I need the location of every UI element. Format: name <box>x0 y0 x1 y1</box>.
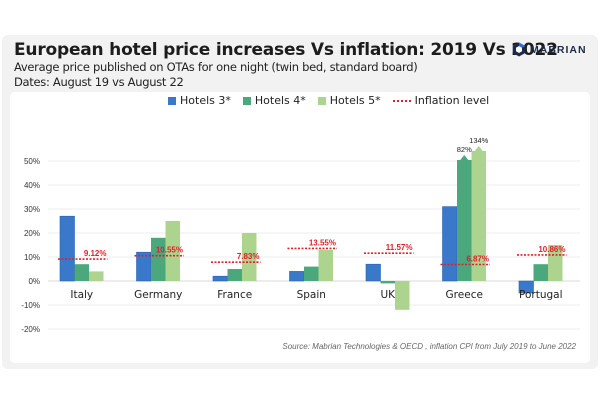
x-category-label: UK <box>380 289 396 301</box>
y-tick-label: 0% <box>28 277 40 286</box>
legend-item-hotels4: Hotels 4* <box>242 94 306 107</box>
annotation-label: 134% <box>469 136 489 145</box>
chart-panel <box>10 92 590 363</box>
bar-france-s4 <box>227 269 242 281</box>
x-category-label: France <box>217 289 252 301</box>
bar-germany-s3 <box>136 251 152 282</box>
bar-portugal-s4 <box>533 264 548 281</box>
x-category-label: Germany <box>134 289 182 301</box>
bar-germany-s4 <box>151 237 166 281</box>
legend-label-hotels3: Hotels 3* <box>180 94 231 107</box>
inflation-label: 6.87% <box>466 255 489 264</box>
legend-label-hotels5: Hotels 5* <box>329 94 381 107</box>
bar-italy-s3 <box>59 215 75 282</box>
bar-uk-s5 <box>395 281 410 310</box>
legend-item-hotels3: Hotels 3* <box>168 94 231 107</box>
bar-italy-s4 <box>74 264 89 281</box>
bar-germany-s5 <box>165 221 180 281</box>
y-tick-label: 10% <box>24 253 40 262</box>
bar-uk-s4 <box>380 281 395 284</box>
x-category-label: Italy <box>70 289 93 301</box>
inflation-label: 9.12% <box>84 249 107 258</box>
legend-swatch-hotels3 <box>168 96 176 105</box>
legend-item-hotels5: Hotels 5* <box>317 94 381 107</box>
y-tick-label: -20% <box>21 325 40 334</box>
annotation-label: 82% <box>457 145 472 154</box>
legend-swatch-hotels4 <box>242 96 251 105</box>
legend: Hotels 3* Hotels 4* Hotels 5* Inflation … <box>168 94 489 107</box>
inflation-label: 10.86% <box>538 245 565 254</box>
bar-france-s3 <box>212 275 228 282</box>
bar-greece-s4 <box>457 155 472 281</box>
hexagon-icon <box>512 42 526 57</box>
x-category-label: Portugal <box>519 289 563 301</box>
legend-swatch-hotels5 <box>317 96 326 105</box>
inflation-label: 10.55% <box>156 246 183 255</box>
mabrian-logo: MABRIAN <box>512 42 587 57</box>
bar-france-s5 <box>242 233 257 281</box>
bar-portugal-s3 <box>518 280 534 294</box>
logo-text: MABRIAN <box>530 43 587 56</box>
bar-uk-s3 <box>365 263 381 282</box>
bar-spain-s4 <box>304 266 319 281</box>
bar-greece-s3 <box>442 206 458 282</box>
x-category-label: Greece <box>446 289 483 301</box>
inflation-label: 7.83% <box>237 252 260 261</box>
y-tick-label: 50% <box>24 157 40 166</box>
chart-dates: Dates: August 19 vs August 22 <box>14 75 184 89</box>
y-tick-label: 20% <box>24 229 40 238</box>
x-category-label: Spain <box>297 289 326 301</box>
chart-title: European hotel price increases Vs inflat… <box>14 40 558 60</box>
legend-label-inflation: Inflation level <box>414 94 490 107</box>
inflation-label: 13.55% <box>309 238 336 247</box>
source-note: Source: Mabrian Technologies & OECD , in… <box>282 342 576 351</box>
bar-greece-s5 <box>471 146 486 281</box>
legend-label-hotels4: Hotels 4* <box>254 94 306 107</box>
bar-italy-s5 <box>89 271 104 281</box>
legend-swatch-inflation <box>392 99 411 102</box>
chart-subtitle: Average price published on OTAs for one … <box>14 60 418 74</box>
legend-item-inflation: Inflation level <box>392 94 490 107</box>
inflation-label: 11.57% <box>386 243 413 252</box>
bar-portugal-s5 <box>548 245 563 281</box>
bar-spain-s5 <box>318 249 333 281</box>
y-tick-label: 30% <box>24 205 40 214</box>
bar-spain-s3 <box>289 271 305 282</box>
y-tick-label: -10% <box>21 301 40 310</box>
y-tick-label: 40% <box>24 181 40 190</box>
